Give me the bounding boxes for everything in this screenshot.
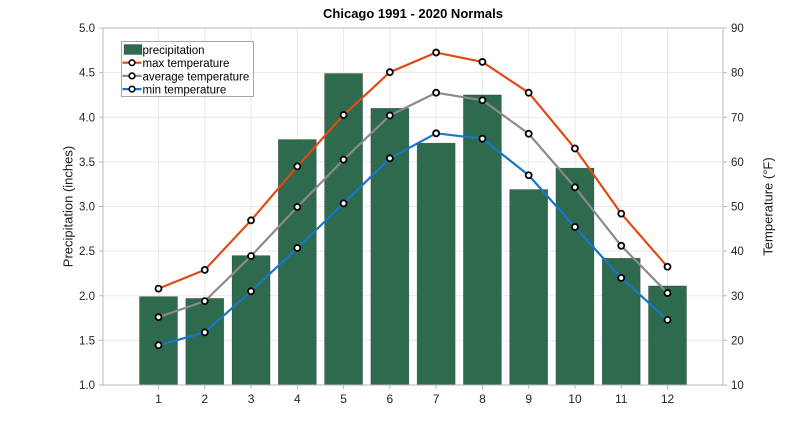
legend-item-average-temperature: average temperature [143, 71, 250, 83]
average-temperature-marker [663, 289, 672, 297]
precipitation-bar [648, 285, 687, 386]
average-temperature-marker [154, 313, 163, 322]
precipitation-bar [231, 255, 271, 386]
average-temperature-marker [571, 183, 579, 192]
max-temperature-marker [663, 262, 672, 271]
max-temperature-marker [200, 265, 209, 274]
x-tick-label: 6 [387, 392, 394, 406]
y-axis-label-left: Precipitation (inches) [60, 145, 76, 268]
y-right-tick-label: 40 [731, 246, 744, 258]
max-temperature-line [158, 51, 669, 290]
min-temperature-marker [571, 223, 579, 231]
y-left-tick-label: 2.0 [79, 291, 95, 303]
y-right-tick-label: 70 [731, 112, 744, 124]
average-temperature-marker [524, 129, 533, 138]
min-temperature-marker [478, 134, 487, 143]
x-tick-label: 4 [294, 392, 301, 406]
y-left-tick-label: 2.5 [79, 246, 95, 258]
average-temperature-line [158, 91, 669, 319]
average-temperature-marker [247, 252, 255, 260]
max-temperature-marker [385, 68, 394, 77]
precipitation-bar [370, 108, 410, 386]
min-temperature-marker [432, 129, 441, 138]
y-axis-label-right: Temperature (°F) [760, 157, 776, 256]
max-temperature-marker [432, 48, 441, 57]
x-tick-label: 5 [340, 392, 347, 406]
y-right-tick-label: 30 [731, 291, 744, 303]
y-right-tick-label: 20 [731, 335, 744, 347]
precipitation-bar [185, 298, 225, 386]
y-right-tick-label: 50 [731, 202, 744, 214]
average-temperature-marker [385, 111, 394, 120]
y-right-tick-label: 60 [731, 157, 744, 169]
legend-marker-icon [128, 85, 136, 93]
max-temperature-marker [339, 111, 348, 119]
min-temperature-marker [663, 315, 672, 324]
x-tick-label: 9 [525, 392, 532, 406]
legend-item-precipitation: precipitation [143, 45, 205, 57]
y-right-tick-label: 10 [731, 380, 744, 392]
average-temperature-marker [617, 241, 626, 250]
average-temperature-marker [200, 297, 209, 306]
precipitation-bar [416, 142, 456, 386]
min-temperature-marker [339, 199, 348, 208]
precipitation-bar [555, 167, 595, 386]
max-temperature-marker [478, 58, 487, 66]
legend-swatch-icon [123, 44, 143, 55]
max-temperature-marker [154, 284, 163, 293]
min-temperature-marker [385, 154, 394, 163]
y-right-tick-label: 80 [731, 68, 744, 80]
legend-marker-icon [128, 72, 136, 80]
min-temperature-line [158, 132, 669, 347]
max-temperature-marker [571, 144, 579, 153]
precipitation-bar [278, 139, 317, 386]
average-temperature-marker [339, 155, 348, 164]
legend-item-min-temperature: min temperature [143, 84, 227, 96]
y-left-tick-label: 3.0 [79, 202, 95, 214]
y-left-tick-label: 1.0 [79, 380, 95, 392]
precipitation-bar [324, 73, 363, 386]
average-temperature-marker [293, 203, 302, 211]
precipitation-bar [509, 189, 548, 386]
x-tick-label: 12 [661, 392, 675, 406]
legend-box [121, 41, 254, 97]
min-temperature-marker [617, 273, 626, 282]
min-temperature-marker [154, 341, 163, 350]
x-tick-label: 2 [201, 392, 208, 406]
average-temperature-marker [478, 96, 487, 105]
y-left-tick-label: 4.0 [79, 112, 95, 124]
max-temperature-marker [293, 162, 302, 171]
legend-marker-icon [128, 59, 136, 67]
y-left-tick-label: 5.0 [79, 23, 95, 35]
y-left-tick-label: 4.5 [79, 68, 95, 80]
min-temperature-marker [200, 328, 209, 337]
legend-item-max-temperature: max temperature [143, 58, 230, 70]
x-tick-label: 11 [615, 392, 628, 406]
y-right-tick-label: 90 [731, 23, 744, 35]
min-temperature-marker [524, 171, 533, 180]
chart-title: Chicago 1991 - 2020 Normals [323, 6, 503, 21]
x-tick-label: 3 [248, 392, 255, 406]
min-temperature-marker [247, 287, 255, 296]
x-tick-label: 7 [433, 392, 440, 406]
max-temperature-marker [247, 216, 255, 225]
y-left-tick-label: 3.5 [79, 157, 95, 169]
x-tick-label: 10 [568, 392, 582, 406]
max-temperature-marker [524, 88, 533, 97]
x-tick-label: 8 [479, 392, 486, 406]
min-temperature-marker [293, 244, 302, 252]
x-tick-label: 1 [155, 392, 162, 406]
average-temperature-marker [432, 88, 441, 97]
y-left-tick-label: 1.5 [79, 335, 95, 347]
max-temperature-marker [617, 209, 626, 218]
